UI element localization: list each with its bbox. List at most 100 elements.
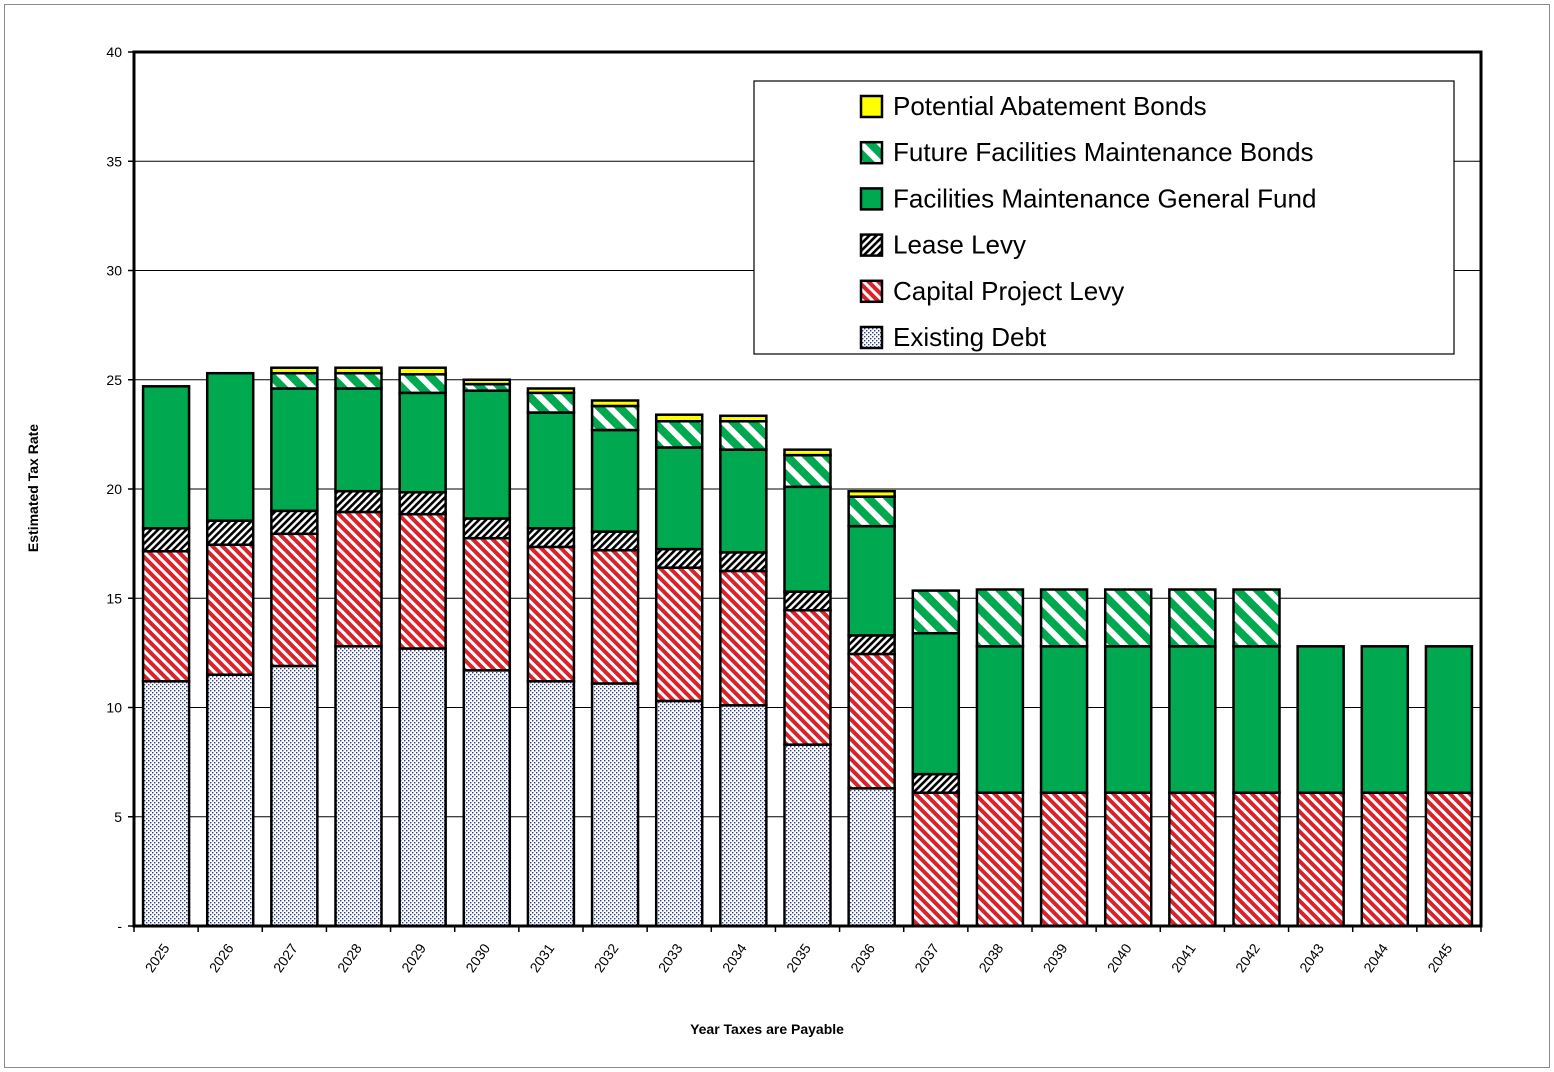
x-tick-label: 2045 bbox=[1424, 940, 1455, 975]
bar-segment-future-facilities-maintenance-bonds-2033 bbox=[654, 420, 704, 449]
bar-segment-capital-project-levy-2040 bbox=[1103, 791, 1153, 928]
bar-segment-capital-project-levy-2028 bbox=[334, 510, 383, 648]
x-tick-label: 2043 bbox=[1296, 940, 1327, 975]
bar-stack-2045 bbox=[1424, 645, 1474, 928]
bar-segment-existing-debt-2030 bbox=[462, 669, 512, 928]
bar-stack-2032 bbox=[590, 399, 640, 928]
bar-segment-capital-project-levy-2031 bbox=[526, 545, 576, 683]
legend-swatch-potential-abatement-bonds bbox=[859, 94, 884, 119]
bar-segment-lease-levy-2033 bbox=[654, 547, 704, 569]
bar-segment-existing-debt-2032 bbox=[590, 682, 640, 928]
bar-segment-capital-project-levy-2043 bbox=[1296, 791, 1345, 928]
bar-stack-2031 bbox=[526, 387, 576, 928]
bar-segment-capital-project-levy-2039 bbox=[1039, 791, 1089, 928]
bar-segment-existing-debt-2031 bbox=[526, 680, 576, 928]
y-tick-label: 35 bbox=[106, 153, 122, 169]
bar-segment-facilities-maintenance-general-fund-2041 bbox=[1168, 645, 1217, 794]
bar-segment-capital-project-levy-2044 bbox=[1360, 791, 1410, 928]
bar-stack-2042 bbox=[1232, 588, 1281, 928]
bar-stack-2030 bbox=[462, 378, 512, 928]
bar-stack-2044 bbox=[1360, 645, 1410, 928]
bar-segment-existing-debt-2036 bbox=[847, 787, 896, 928]
bar-segment-potential-abatement-bonds-2028 bbox=[334, 366, 383, 375]
bar-segment-future-facilities-maintenance-bonds-2040 bbox=[1103, 588, 1153, 648]
bar-stack-2033 bbox=[654, 413, 704, 928]
bar-segment-existing-debt-2035 bbox=[783, 743, 832, 928]
bar-segment-capital-project-levy-2030 bbox=[462, 536, 512, 672]
bars bbox=[141, 366, 1474, 928]
bar-stack-2040 bbox=[1103, 588, 1153, 928]
bar-stack-2025 bbox=[141, 385, 191, 928]
bar-segment-facilities-maintenance-general-fund-2033 bbox=[654, 446, 704, 551]
bar-segment-lease-levy-2030 bbox=[462, 517, 512, 540]
bar-stack-2028 bbox=[334, 366, 383, 928]
bar-segment-facilities-maintenance-general-fund-2039 bbox=[1039, 645, 1089, 794]
bar-segment-potential-abatement-bonds-2027 bbox=[270, 366, 319, 375]
bar-segment-potential-abatement-bonds-2032 bbox=[590, 399, 640, 408]
bar-segment-future-facilities-maintenance-bonds-2039 bbox=[1039, 588, 1089, 648]
legend-swatch-lease-levy bbox=[859, 233, 884, 257]
x-tick-label: 2030 bbox=[462, 940, 493, 975]
bar-segment-facilities-maintenance-general-fund-2043 bbox=[1296, 645, 1345, 794]
bar-stack-2035 bbox=[783, 448, 832, 928]
y-tick-label: 5 bbox=[114, 809, 122, 825]
legend-swatch-facilities-maintenance-general-fund bbox=[859, 187, 884, 211]
bar-segment-capital-project-levy-2045 bbox=[1424, 791, 1474, 928]
bar-segment-lease-levy-2032 bbox=[590, 530, 640, 552]
bar-segment-facilities-maintenance-general-fund-2034 bbox=[719, 448, 768, 554]
x-tick-label: 2039 bbox=[1040, 940, 1071, 975]
bar-segment-facilities-maintenance-general-fund-2036 bbox=[847, 524, 896, 637]
bar-segment-capital-project-levy-2034 bbox=[719, 569, 768, 707]
bar-stack-2038 bbox=[975, 588, 1025, 928]
bar-segment-lease-levy-2031 bbox=[526, 527, 576, 549]
bar-segment-facilities-maintenance-general-fund-2025 bbox=[141, 385, 191, 530]
x-tick-label: 2029 bbox=[398, 940, 429, 975]
x-tick-label: 2027 bbox=[270, 940, 301, 975]
bar-segment-facilities-maintenance-general-fund-2035 bbox=[783, 485, 832, 593]
bar-segment-capital-project-levy-2027 bbox=[270, 532, 319, 668]
bar-segment-potential-abatement-bonds-2030 bbox=[462, 378, 512, 386]
bar-segment-facilities-maintenance-general-fund-2030 bbox=[462, 389, 512, 520]
bar-stack-2037 bbox=[911, 589, 961, 928]
y-tick-label: 25 bbox=[106, 372, 122, 388]
legend-label-facilities-maintenance-general-fund: Facilities Maintenance General Fund bbox=[893, 183, 1316, 213]
bar-segment-potential-abatement-bonds-2034 bbox=[719, 414, 768, 423]
y-axis-title: Estimated Tax Rate bbox=[25, 424, 41, 552]
bar-segment-facilities-maintenance-general-fund-2032 bbox=[590, 428, 640, 533]
bar-segment-capital-project-levy-2026 bbox=[205, 543, 255, 676]
bar-segment-facilities-maintenance-general-fund-2031 bbox=[526, 411, 576, 530]
bar-segment-facilities-maintenance-general-fund-2029 bbox=[398, 391, 447, 494]
legend-label-future-facilities-maintenance-bonds: Future Facilities Maintenance Bonds bbox=[893, 137, 1314, 167]
bar-segment-lease-levy-2025 bbox=[141, 527, 191, 553]
x-tick-label: 2037 bbox=[911, 940, 942, 975]
legend-swatch-capital-project-levy bbox=[859, 279, 884, 304]
x-tick-label: 2042 bbox=[1232, 940, 1263, 975]
bar-segment-lease-levy-2037 bbox=[911, 772, 961, 794]
x-tick-label: 2032 bbox=[591, 940, 622, 975]
bar-segment-existing-debt-2028 bbox=[334, 645, 383, 928]
bar-segment-capital-project-levy-2036 bbox=[847, 652, 896, 790]
bar-segment-potential-abatement-bonds-2035 bbox=[783, 448, 832, 457]
bar-segment-future-facilities-maintenance-bonds-2041 bbox=[1168, 588, 1217, 648]
x-tick-label: 2034 bbox=[719, 940, 750, 975]
bar-segment-facilities-maintenance-general-fund-2037 bbox=[911, 631, 961, 776]
y-axis: - 5 10 15 20 25 30 35 40 bbox=[106, 44, 134, 934]
bar-stack-2027 bbox=[270, 366, 319, 928]
x-tick-label: 2044 bbox=[1360, 940, 1391, 975]
y-tick-label: 40 bbox=[106, 44, 122, 60]
bar-segment-lease-levy-2026 bbox=[205, 519, 255, 546]
bar-segment-facilities-maintenance-general-fund-2042 bbox=[1232, 645, 1281, 794]
bar-stack-2029 bbox=[398, 366, 447, 928]
bar-segment-future-facilities-maintenance-bonds-2029 bbox=[398, 373, 447, 395]
legend-label-lease-levy: Lease Levy bbox=[893, 230, 1026, 260]
bar-stack-2041 bbox=[1168, 588, 1217, 928]
bar-segment-capital-project-levy-2025 bbox=[141, 550, 191, 683]
bar-segment-facilities-maintenance-general-fund-2044 bbox=[1360, 645, 1410, 794]
bar-segment-future-facilities-maintenance-bonds-2038 bbox=[975, 588, 1025, 648]
x-tick-label: 2040 bbox=[1104, 940, 1135, 975]
bar-segment-future-facilities-maintenance-bonds-2042 bbox=[1232, 588, 1281, 648]
legend-box bbox=[753, 80, 1455, 355]
bar-segment-potential-abatement-bonds-2036 bbox=[847, 489, 896, 498]
x-tick-label: 2038 bbox=[975, 940, 1006, 975]
